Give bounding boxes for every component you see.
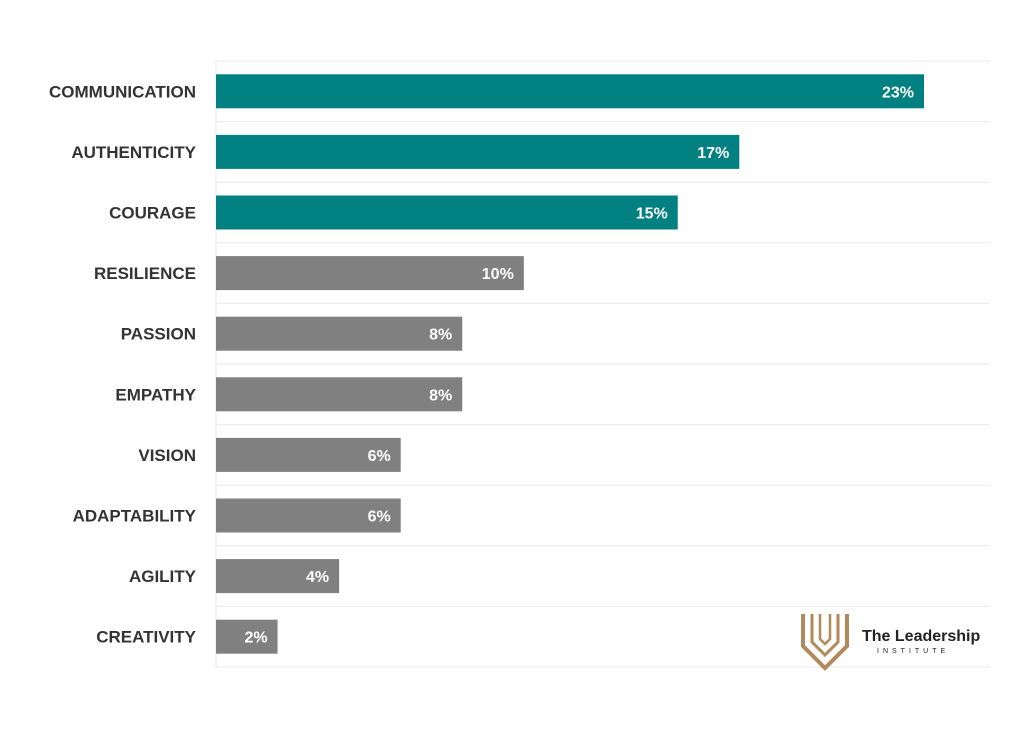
category-label: RESILIENCE xyxy=(94,264,196,283)
bar xyxy=(216,195,678,230)
shield-icon xyxy=(801,614,849,671)
bar xyxy=(216,498,401,533)
bars xyxy=(216,74,924,654)
bar xyxy=(216,619,278,654)
category-label: COURAGE xyxy=(109,204,196,223)
value-label: 8% xyxy=(429,327,452,344)
logo-subtitle: INSTITUTE xyxy=(877,648,949,655)
value-label: 4% xyxy=(306,569,329,586)
category-label: EMPATHY xyxy=(115,385,196,404)
value-label: 2% xyxy=(244,630,267,647)
logo-title: The Leadership xyxy=(862,628,980,645)
value-label: 6% xyxy=(368,509,391,526)
bar xyxy=(216,437,401,472)
bar xyxy=(216,377,463,412)
value-label: 17% xyxy=(697,145,729,162)
category-label: AGILITY xyxy=(129,567,197,586)
category-label: VISION xyxy=(138,446,196,465)
category-label: ADAPTABILITY xyxy=(73,507,197,526)
bar xyxy=(216,74,924,109)
category-label: PASSION xyxy=(121,325,196,344)
bar xyxy=(216,256,524,291)
bar xyxy=(216,559,340,594)
bar xyxy=(216,134,740,169)
value-label: 15% xyxy=(636,206,668,223)
value-label: 6% xyxy=(368,448,391,465)
value-label: 8% xyxy=(429,387,452,404)
category-label: COMMUNICATION xyxy=(49,82,196,101)
logo: The Leadership INSTITUTE xyxy=(801,614,980,671)
value-labels: 23% 17% 15% 10% 8% 8% 6% 6% 4% 2% xyxy=(244,84,914,646)
value-label: 23% xyxy=(882,84,914,101)
category-label: CREATIVITY xyxy=(96,628,196,647)
bar xyxy=(216,316,463,351)
category-label: AUTHENTICITY xyxy=(71,143,196,162)
category-labels: COMMUNICATION AUTHENTICITY COURAGE RESILIEN… xyxy=(49,82,197,646)
value-label: 10% xyxy=(482,266,514,283)
